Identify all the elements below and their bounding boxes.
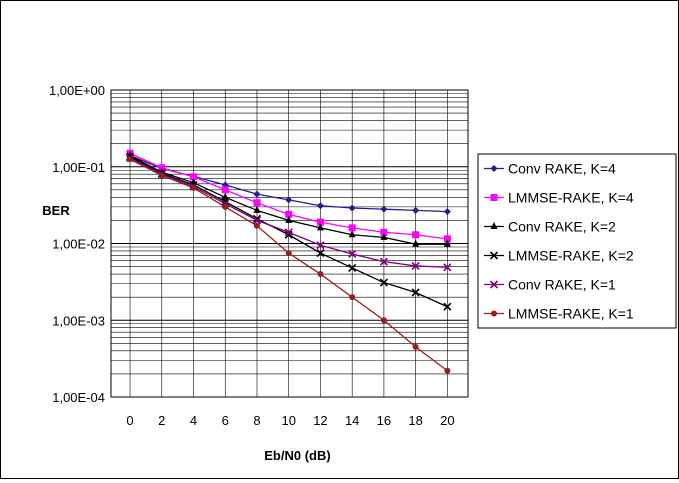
legend-label: LMMSE-RAKE, K=1: [508, 306, 634, 322]
data-point: [252, 216, 262, 225]
x-tick-label: 14: [345, 413, 359, 428]
data-point: [380, 205, 388, 213]
data-point: [491, 310, 497, 317]
data-point: [316, 218, 324, 226]
data-point: [348, 204, 356, 212]
data-point: [127, 156, 134, 163]
legend-label: Conv RAKE, K=2: [508, 219, 616, 235]
data-point: [316, 249, 325, 258]
data-point: [490, 194, 498, 201]
data-point: [380, 228, 388, 236]
data-point: [253, 222, 260, 229]
x-tick-label: 18: [408, 413, 422, 428]
data-point: [444, 367, 451, 374]
data-point: [253, 199, 261, 207]
data-point: [443, 235, 451, 243]
x-tick-label: 12: [313, 413, 327, 428]
data-point: [284, 228, 293, 237]
x-tick-label: 10: [281, 413, 295, 428]
data-point: [285, 215, 293, 223]
data-point: [253, 190, 261, 198]
data-point: [412, 343, 419, 350]
data-point: [190, 184, 197, 191]
legend: Conv RAKE, K=4 LMMSE-RAKE, K=4 Conv RAKE, …: [477, 153, 677, 329]
grid-lines: [111, 90, 468, 398]
y-tick-labels: 1,00E+00 1,00E-01 1,00E-02 1,00E-03 1,00E-04: [49, 83, 105, 405]
data-point: [380, 232, 388, 240]
data-point: [412, 206, 420, 214]
data-point: [348, 249, 357, 259]
x-tick-label: 20: [440, 413, 454, 428]
data-point: [317, 271, 324, 278]
data-point: [316, 223, 324, 231]
legend-item: Conv RAKE, K=4: [484, 161, 616, 177]
x-tick-label: 0: [126, 413, 133, 428]
plot-area: [110, 89, 469, 398]
legend-label: LMMSE-RAKE, K=4: [508, 190, 634, 206]
data-point: [284, 230, 293, 239]
data-point: [379, 278, 388, 287]
legend-label: Conv RAKE, K=4: [508, 161, 616, 177]
legend-item: Conv RAKE, K=1: [484, 277, 616, 293]
data-point: [316, 202, 324, 210]
x-tick-label: 6: [222, 413, 229, 428]
data-point: [443, 263, 452, 272]
data-point: [348, 224, 356, 232]
legend-label: LMMSE-RAKE, K=2: [508, 248, 634, 264]
data-point: [221, 197, 230, 206]
series-6: [127, 156, 451, 374]
data-point: [489, 280, 499, 289]
data-point: [285, 250, 292, 257]
x-tick-labels: 0 2 4 6 8 10 12 14 16 18 20: [126, 413, 454, 428]
series-3: [126, 151, 451, 247]
x-tick-label: 16: [377, 413, 391, 428]
y-tick-label: 1,00E-01: [52, 160, 105, 175]
data-point: [221, 192, 229, 200]
data-point: [490, 222, 498, 229]
legend-label: Conv RAKE, K=1: [508, 277, 616, 293]
data-point: [221, 186, 229, 194]
data-point: [443, 208, 451, 216]
data-point: [348, 263, 357, 273]
legend-item: LMMSE-RAKE, K=1: [484, 306, 634, 322]
data-point: [380, 317, 387, 324]
x-tick-label: 2: [158, 413, 165, 428]
data-point: [411, 261, 420, 271]
legend-item: LMMSE-RAKE, K=4: [484, 190, 634, 206]
data-point: [348, 230, 356, 238]
data-point: [443, 239, 451, 247]
y-tick-label: 1,00E-03: [52, 313, 105, 328]
x-axis-title: Eb/N0 (dB): [264, 448, 330, 463]
legend-item: LMMSE-RAKE, K=2: [484, 248, 634, 264]
x-tick-label: 4: [190, 413, 197, 428]
data-point: [349, 294, 356, 301]
data-point: [316, 241, 325, 250]
y-tick-label: 1,00E-02: [52, 237, 105, 252]
data-point: [285, 210, 293, 218]
data-point: [411, 288, 420, 297]
data-point: [222, 203, 229, 210]
y-axis-title: BER: [42, 203, 70, 218]
data-point: [443, 302, 452, 311]
y-tick-label: 1,00E-04: [52, 390, 105, 405]
data-point: [379, 257, 388, 266]
legend-item: Conv RAKE, K=2: [484, 219, 616, 235]
data-point: [412, 231, 420, 239]
data-point: [253, 205, 261, 213]
data-point: [489, 251, 499, 260]
data-point: [190, 173, 198, 181]
x-tick-label: 8: [253, 413, 260, 428]
series-group: [125, 149, 452, 374]
y-tick-label: 1,00E+00: [49, 83, 105, 98]
data-point: [490, 165, 498, 172]
legend-box: [477, 153, 677, 329]
data-point: [285, 196, 293, 204]
data-point: [158, 172, 165, 179]
data-point: [412, 239, 420, 247]
